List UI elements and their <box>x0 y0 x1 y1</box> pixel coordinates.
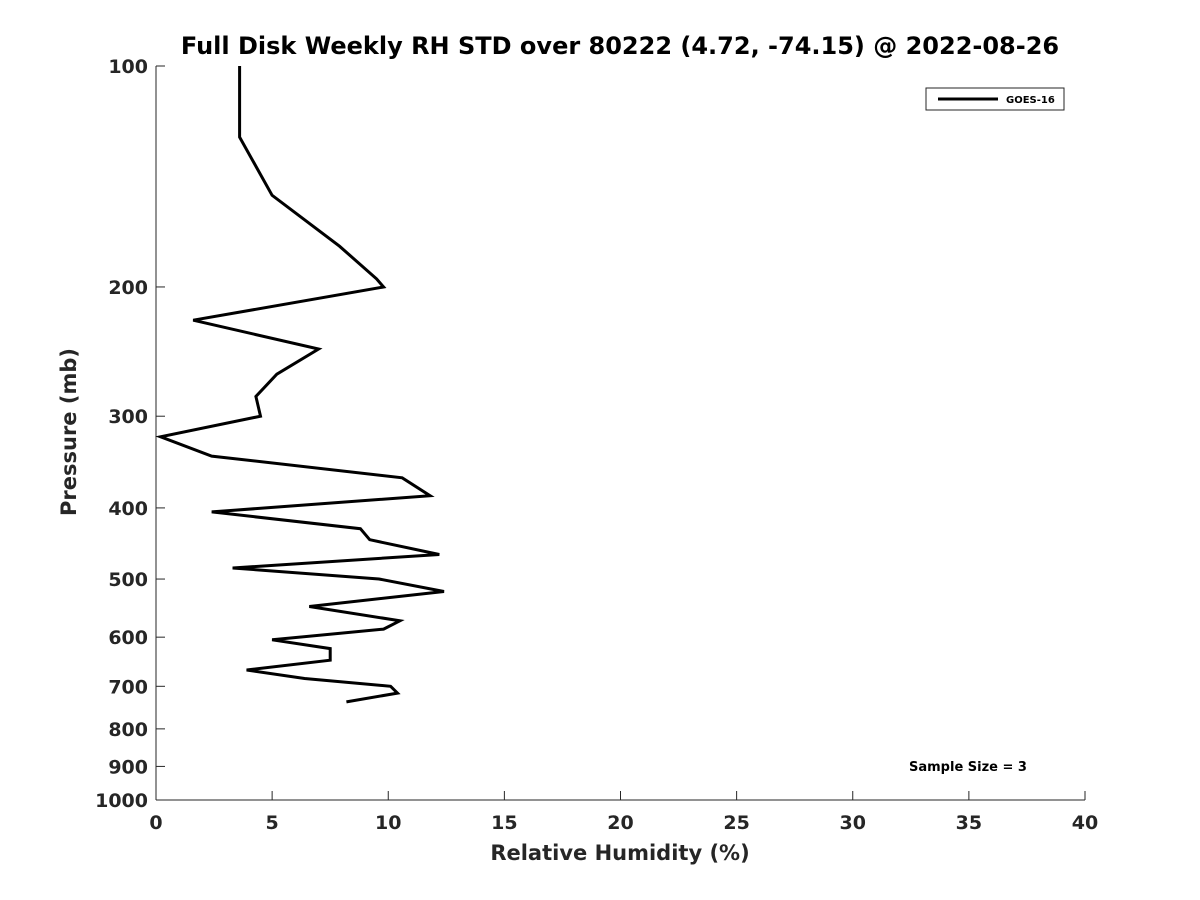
y-tick-label: 700 <box>108 676 148 698</box>
y-tick-label: 500 <box>108 569 148 591</box>
x-axis-label: Relative Humidity (%) <box>490 841 749 865</box>
x-tick-label: 5 <box>266 812 279 834</box>
y-axis-label: Pressure (mb) <box>57 348 81 516</box>
y-tick-label: 800 <box>108 719 148 741</box>
y-tick-label: 300 <box>108 406 148 428</box>
chart-title: Full Disk Weekly RH STD over 80222 (4.72… <box>181 32 1059 60</box>
sample-size-annotation: Sample Size = 3 <box>909 760 1027 775</box>
x-tick-label: 40 <box>1072 812 1098 834</box>
y-tick-label: 100 <box>108 56 148 78</box>
y-tick-label: 900 <box>108 756 148 778</box>
y-tick-label: 400 <box>108 498 148 520</box>
x-tick-label: 30 <box>840 812 866 834</box>
series-line-goes-16 <box>155 66 445 704</box>
legend: GOES-16 <box>925 87 1065 111</box>
y-tick-label: 200 <box>108 277 148 299</box>
x-tick-label: 10 <box>375 812 401 834</box>
x-tick-label: 25 <box>723 812 749 834</box>
x-tick-label: 15 <box>491 812 517 834</box>
y-tick-label: 600 <box>108 627 148 649</box>
series <box>155 66 445 704</box>
x-tick-label: 0 <box>149 812 162 834</box>
ticks: 0 5 10 15 20 25 30 35 40 100 200 300 400 500 600 700 800… <box>95 56 1098 834</box>
legend-label: GOES-16 <box>1006 95 1055 106</box>
x-tick-label: 35 <box>956 812 982 834</box>
x-tick-label: 20 <box>607 812 633 834</box>
y-tick-label: 1000 <box>95 790 148 812</box>
